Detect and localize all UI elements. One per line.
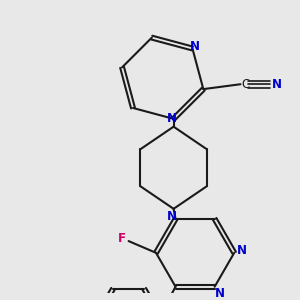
Text: N: N bbox=[167, 112, 177, 125]
Text: C: C bbox=[241, 78, 250, 91]
Text: N: N bbox=[214, 287, 225, 300]
Text: N: N bbox=[167, 210, 177, 223]
Text: N: N bbox=[237, 244, 247, 257]
Text: N: N bbox=[189, 40, 200, 53]
Text: F: F bbox=[118, 232, 126, 244]
Text: N: N bbox=[272, 78, 282, 91]
